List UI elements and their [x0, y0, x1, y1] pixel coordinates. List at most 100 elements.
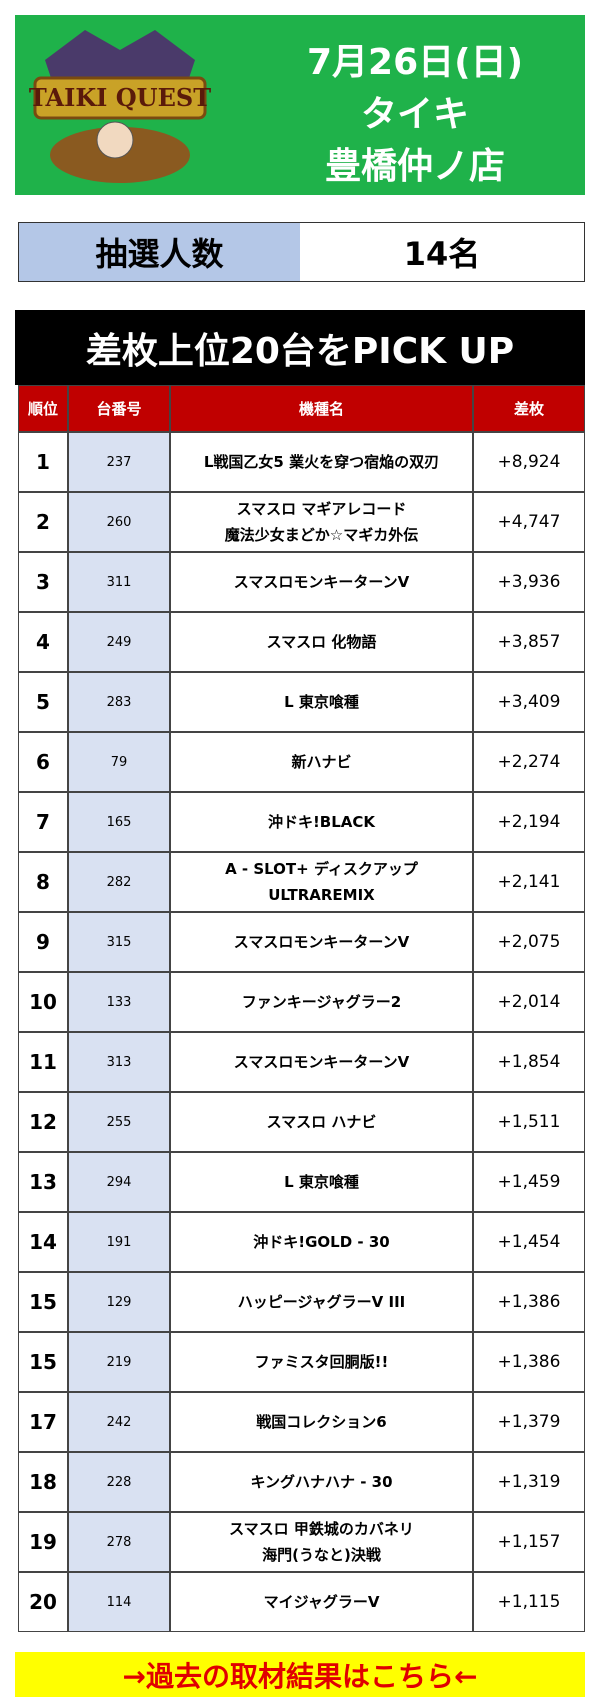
difference: +3,857: [497, 632, 561, 652]
rank-cell: 19: [18, 1512, 68, 1572]
rank: 7: [36, 810, 50, 834]
rank-cell: 8: [18, 852, 68, 912]
machine-number: 219: [106, 1354, 132, 1370]
rank: 2: [36, 510, 50, 534]
machine-name-cell: スマスロモンキーターンV: [170, 912, 473, 972]
lottery-value: 14名: [300, 222, 585, 282]
rank: 6: [36, 750, 50, 774]
machine-number: 313: [106, 1054, 132, 1070]
machine-number-cell: 228: [68, 1452, 170, 1512]
rank-cell: 9: [18, 912, 68, 972]
difference-cell: +1,115: [473, 1572, 585, 1632]
machine-number: 294: [106, 1174, 132, 1190]
difference: +1,511: [497, 1112, 561, 1132]
rank-cell: 18: [18, 1452, 68, 1512]
lottery-label: 抽選人数: [18, 222, 301, 282]
past-results-link[interactable]: →過去の取材結果はこちら←: [15, 1652, 585, 1697]
rank-cell: 20: [18, 1572, 68, 1632]
rank: 5: [36, 690, 50, 714]
machine-number-cell: 294: [68, 1152, 170, 1212]
difference-cell: +3,936: [473, 552, 585, 612]
machine-name-cell: スマスロ マギアレコード 魔法少女まどか☆マギカ外伝: [170, 492, 473, 552]
column-header: 差枚: [473, 385, 585, 432]
machine-name-cell: スマスロ ハナビ: [170, 1092, 473, 1152]
difference: +1,459: [497, 1172, 561, 1192]
store: 豊橋仲ノ店: [324, 146, 505, 187]
rank-cell: 10: [18, 972, 68, 1032]
machine-number: 114: [106, 1594, 132, 1610]
difference: +1,386: [497, 1292, 561, 1312]
difference: +2,141: [497, 872, 561, 892]
machine-name-line: A - SLOT+ ディスクアップ: [225, 860, 418, 878]
machine-number: 278: [106, 1534, 132, 1550]
machine-number-cell: 165: [68, 792, 170, 852]
column-header: 順位: [18, 385, 68, 432]
rank-cell: 6: [18, 732, 68, 792]
logo: TAIKI QUEST: [29, 30, 211, 183]
rank: 15: [29, 1290, 57, 1314]
logo-text: TAIKI QUEST: [29, 83, 211, 112]
header: TAIKI QUEST 7月26日(日) タイキ 豊橋仲ノ店: [15, 15, 585, 195]
machine-name-cell: スマスロモンキーターンV: [170, 1032, 473, 1092]
logo-face: [96, 121, 134, 159]
machine-name-cell: 戦国コレクション6: [170, 1392, 473, 1452]
rank-cell: 2: [18, 492, 68, 552]
difference-cell: +1,454: [473, 1212, 585, 1272]
difference: +1,157: [497, 1532, 561, 1552]
difference: +2,194: [497, 812, 561, 832]
machine-number: 165: [106, 814, 132, 830]
machine-number-cell: 283: [68, 672, 170, 732]
machine-name-cell: スマスロ 甲鉄城のカバネリ 海門(うなと)決戦: [170, 1512, 473, 1572]
column-header: 機種名: [170, 385, 473, 432]
difference: +1,454: [497, 1232, 561, 1252]
machine-number: 191: [106, 1234, 132, 1250]
machine-name-line: ハッピージャグラーV III: [237, 1293, 406, 1311]
rank: 18: [29, 1470, 57, 1494]
machine-number-cell: 133: [68, 972, 170, 1032]
machine-number: 255: [106, 1114, 132, 1130]
machine-name-line: 新ハナビ: [291, 753, 352, 771]
difference-cell: +4,747: [473, 492, 585, 552]
rank: 20: [29, 1590, 57, 1614]
rank: 15: [29, 1350, 57, 1374]
difference-cell: +1,319: [473, 1452, 585, 1512]
difference: +1,854: [497, 1052, 561, 1072]
machine-name-line: L戦国乙女5 業火を穿つ宿焔の双刃: [203, 453, 440, 471]
difference-cell: +1,386: [473, 1272, 585, 1332]
machine-name-line: マイジャグラーV: [263, 1593, 380, 1611]
difference-cell: +1,379: [473, 1392, 585, 1452]
machine-name-cell: A - SLOT+ ディスクアップ ULTRAREMIX: [170, 852, 473, 912]
machine-name-line: スマスロモンキーターンV: [233, 933, 410, 951]
difference-cell: +2,014: [473, 972, 585, 1032]
difference: +3,409: [497, 692, 561, 712]
machine-number: 282: [106, 874, 132, 890]
rank: 8: [36, 870, 50, 894]
rank-cell: 7: [18, 792, 68, 852]
rank: 10: [29, 990, 57, 1014]
machine-name-cell: キングハナハナ - 30: [170, 1452, 473, 1512]
rank: 1: [36, 450, 50, 474]
machine-number-cell: 278: [68, 1512, 170, 1572]
difference: +2,075: [497, 932, 561, 952]
difference: +3,936: [497, 572, 561, 592]
machine-name-cell: スマスロ 化物語: [170, 612, 473, 672]
difference-cell: +2,141: [473, 852, 585, 912]
rank: 17: [29, 1410, 57, 1434]
difference: +2,014: [497, 992, 561, 1012]
rank-cell: 3: [18, 552, 68, 612]
difference-cell: +1,511: [473, 1092, 585, 1152]
machine-name-cell: L 東京喰種: [170, 672, 473, 732]
machine-number-cell: 282: [68, 852, 170, 912]
machine-name-cell: L戦国乙女5 業火を穿つ宿焔の双刃: [170, 432, 473, 492]
machine-name-line: ファミスタ回胴版!!: [254, 1353, 389, 1371]
machine-name-line: ULTRAREMIX: [268, 886, 375, 904]
difference-cell: +1,854: [473, 1032, 585, 1092]
machine-number: 237: [106, 454, 132, 470]
machine-number-cell: 79: [68, 732, 170, 792]
rank-cell: 1: [18, 432, 68, 492]
machine-number: 315: [106, 934, 132, 950]
machine-name-cell: スマスロモンキーターンV: [170, 552, 473, 612]
difference-cell: +8,924: [473, 432, 585, 492]
machine-number: 129: [106, 1294, 132, 1310]
